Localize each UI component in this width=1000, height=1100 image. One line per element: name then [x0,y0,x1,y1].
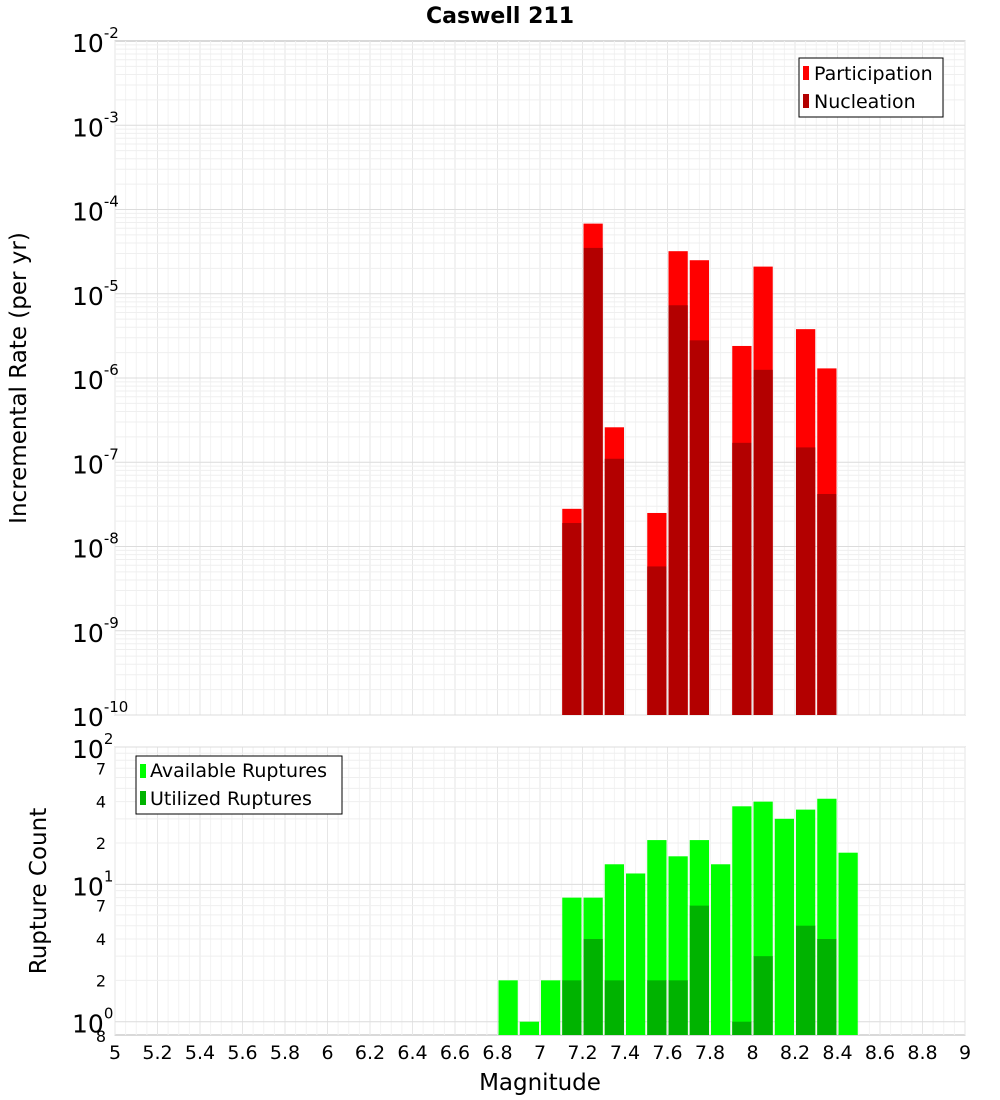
bar-available-ruptures [519,1021,539,1035]
bar-nucleation [732,442,752,715]
y-tick-label: 101 [72,867,113,901]
x-tick-label: 6.8 [482,1042,512,1064]
x-tick-label: 8.4 [822,1042,852,1064]
legend-swatch-available [140,764,146,778]
rate-plot-area [114,40,966,716]
bar-nucleation [604,458,624,715]
bar-nucleation [647,566,667,715]
count-y-ticks: 102 101 100 7 4 2 7 4 2 8 [72,730,113,1046]
x-tick-label: 6.6 [440,1042,470,1064]
legend-label-available: Available Ruptures [150,760,327,782]
legend-label-participation: Participation [814,63,933,85]
count-plot-area [114,746,966,1036]
bar-nucleation [583,247,603,715]
legend-swatch-nucleation [803,94,809,108]
bar-nucleation [796,447,816,715]
y-tick-label: 10-6 [72,361,119,395]
x-tick-label: 5 [109,1042,121,1064]
y-tick-label: 10-7 [72,445,119,479]
y-tick-label: 8 [96,1027,106,1046]
rate-y-ticks: 10-2 10-3 10-4 10-5 10-6 10-7 10-8 10-9 10-10 [72,24,128,732]
bar-available-ruptures [774,818,794,1035]
y-tick-label: 4 [96,930,106,949]
x-tick-label: 6 [321,1042,333,1064]
bar-utilized-ruptures [668,980,688,1035]
count-bars [498,798,858,1035]
x-tick-label: 7.6 [652,1042,682,1064]
y-tick-label: 10-5 [72,277,119,311]
bar-utilized-ruptures [796,925,816,1035]
count-y-axis-label: Rupture Count [26,808,52,974]
x-tick-label: 9 [959,1042,971,1064]
x-axis-ticks: 5 5.2 5.4 5.6 5.8 6 6.2 6.4 6.6 6.8 7 7.2 7.4 7.6 7.8 8… [109,1042,971,1064]
y-tick-label: 10-10 [72,698,128,732]
bar-nucleation [689,340,709,715]
x-tick-label: 6.2 [355,1042,385,1064]
count-legend: Available Ruptures Utilized Ruptures [135,755,343,815]
y-tick-label: 4 [96,793,106,812]
bar-utilized-ruptures [583,939,603,1035]
bar-utilized-ruptures [604,980,624,1035]
y-tick-label: 7 [96,759,106,778]
x-tick-label: 8.6 [865,1042,895,1064]
y-tick-label: 102 [72,730,113,764]
bar-utilized-ruptures [689,905,709,1035]
y-tick-label: 2 [96,834,106,853]
y-tick-label: 10-3 [72,108,119,142]
x-tick-label: 7.8 [695,1042,725,1064]
legend-label-utilized: Utilized Ruptures [150,788,312,810]
bar-utilized-ruptures [817,939,837,1035]
x-tick-label: 7 [534,1042,546,1064]
bar-available-ruptures [626,873,646,1035]
y-tick-label: 2 [96,971,106,990]
bar-available-ruptures [838,852,858,1035]
x-axis-label: Magnitude [479,1070,601,1096]
x-tick-label: 7.2 [567,1042,597,1064]
x-tick-label: 6.4 [397,1042,427,1064]
bar-available-ruptures [498,980,518,1035]
x-tick-label: 5.8 [270,1042,300,1064]
bar-available-ruptures [541,980,561,1035]
x-tick-label: 5.2 [142,1042,172,1064]
bar-utilized-ruptures [732,1021,752,1035]
y-tick-label: 10-8 [72,530,119,564]
bar-available-ruptures [711,864,731,1035]
y-tick-label: 10-4 [72,193,119,227]
rate-bars [562,223,837,716]
bar-utilized-ruptures [647,980,667,1035]
bar-nucleation [817,493,837,715]
bar-nucleation [753,369,773,715]
y-tick-label: 100 [72,1005,113,1039]
bar-nucleation [562,523,582,715]
y-tick-label: 10-2 [72,24,119,58]
legend-swatch-utilized [140,791,146,805]
legend-swatch-participation [803,66,809,80]
rate-grid [114,41,966,716]
x-tick-label: 8.2 [780,1042,810,1064]
legend-label-nucleation: Nucleation [814,91,916,113]
rate-y-axis-label: Incremental Rate (per yr) [6,232,32,524]
x-tick-label: 5.4 [185,1042,215,1064]
bar-nucleation [668,305,688,715]
x-tick-label: 5.6 [227,1042,257,1064]
x-tick-label: 8.8 [907,1042,937,1064]
y-tick-label: 7 [96,897,106,916]
x-tick-label: 7.4 [610,1042,640,1064]
bar-utilized-ruptures [562,980,582,1035]
bar-available-ruptures [732,806,752,1035]
y-tick-label: 10-9 [72,614,119,648]
x-tick-label: 8 [746,1042,758,1064]
rate-legend: Participation Nucleation [798,57,944,118]
bar-utilized-ruptures [753,956,773,1035]
chart-title: Caswell 211 [426,4,574,29]
